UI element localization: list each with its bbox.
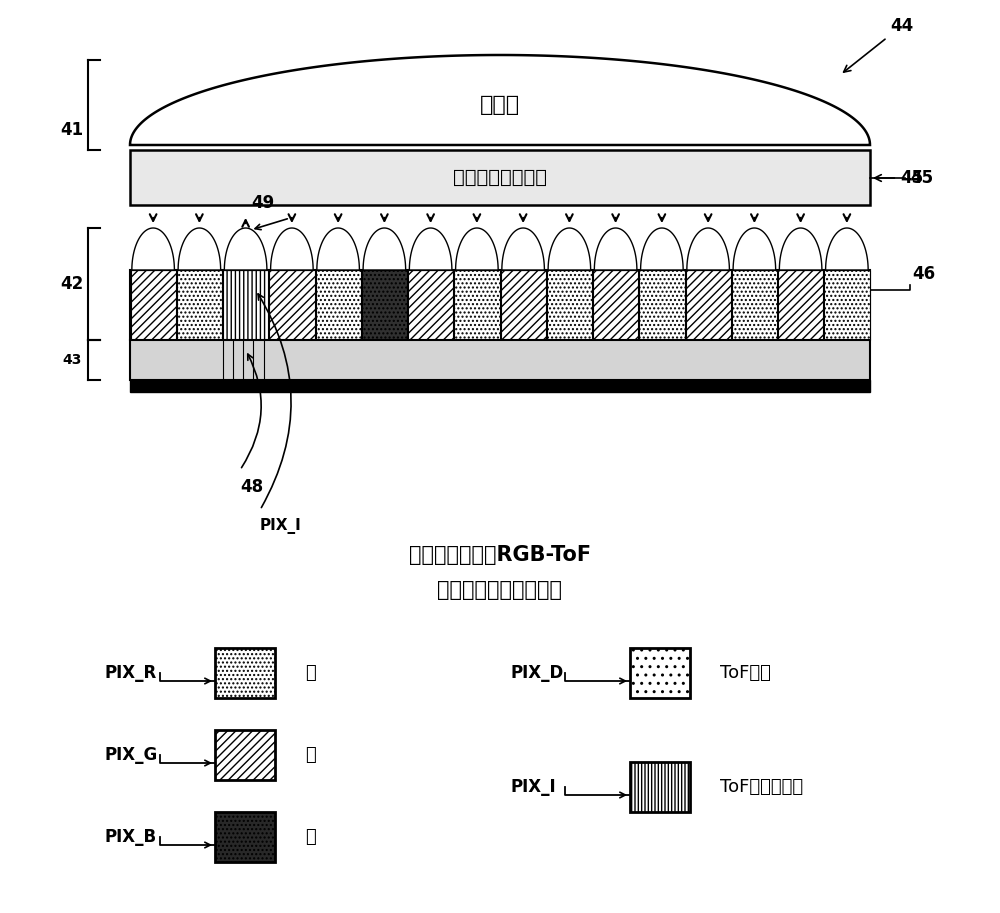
Polygon shape	[317, 228, 359, 270]
Polygon shape	[502, 228, 544, 270]
Text: 48: 48	[240, 478, 263, 496]
Polygon shape	[594, 228, 637, 270]
Text: 45: 45	[875, 169, 923, 187]
Text: 绿: 绿	[305, 746, 316, 764]
Text: 包括有源照明的RGB-ToF: 包括有源照明的RGB-ToF	[409, 545, 591, 565]
Polygon shape	[548, 228, 591, 270]
Bar	[130, 340, 870, 380]
Text: 49: 49	[252, 194, 275, 212]
Bar	[130, 270, 870, 340]
Bar	[215, 730, 275, 780]
Bar	[547, 270, 592, 340]
Text: 44: 44	[844, 17, 913, 72]
Bar	[778, 270, 823, 340]
Text: 传感器阵列（截面图）: 传感器阵列（截面图）	[438, 580, 562, 600]
Text: PIX_I: PIX_I	[260, 518, 302, 534]
Polygon shape	[779, 228, 822, 270]
Bar	[639, 270, 684, 340]
Bar	[130, 270, 176, 340]
Bar	[824, 270, 870, 340]
Polygon shape	[641, 228, 683, 270]
Bar	[215, 812, 275, 862]
Polygon shape	[224, 228, 267, 270]
Bar	[130, 150, 870, 205]
Bar	[269, 270, 314, 340]
Text: 蓝: 蓝	[305, 828, 316, 846]
Polygon shape	[271, 228, 313, 270]
Polygon shape	[178, 228, 221, 270]
Text: 46: 46	[912, 265, 935, 283]
Text: 光学滤镜（可选）: 光学滤镜（可选）	[453, 168, 547, 187]
Text: ToF有源照明器: ToF有源照明器	[720, 778, 803, 796]
Text: 41: 41	[60, 121, 84, 139]
Polygon shape	[363, 228, 406, 270]
Bar	[501, 270, 546, 340]
Bar	[732, 270, 777, 340]
Text: 红: 红	[305, 664, 316, 682]
Polygon shape	[456, 228, 498, 270]
Bar	[593, 270, 638, 340]
Bar	[630, 762, 690, 812]
Bar	[177, 270, 222, 340]
Polygon shape	[687, 228, 729, 270]
Text: 42: 42	[60, 275, 84, 293]
Text: 主透镜: 主透镜	[480, 95, 520, 115]
Text: 45: 45	[910, 169, 933, 187]
Bar	[215, 648, 275, 698]
Bar	[362, 270, 407, 340]
Bar	[408, 270, 453, 340]
Bar	[316, 270, 361, 340]
Polygon shape	[826, 228, 868, 270]
Bar	[454, 270, 500, 340]
Polygon shape	[409, 228, 452, 270]
Bar	[686, 270, 731, 340]
Text: PIX_R: PIX_R	[105, 664, 157, 682]
Text: 43: 43	[62, 353, 82, 367]
Text: PIX_I: PIX_I	[510, 778, 556, 796]
Bar	[223, 270, 268, 340]
Text: PIX_D: PIX_D	[510, 664, 563, 682]
Polygon shape	[733, 228, 776, 270]
Polygon shape	[130, 55, 870, 145]
Text: PIX_G: PIX_G	[105, 746, 158, 764]
Bar	[630, 648, 690, 698]
Polygon shape	[132, 228, 174, 270]
Text: PIX_B: PIX_B	[105, 828, 157, 846]
Text: ToF像素: ToF像素	[720, 664, 771, 682]
Bar	[130, 380, 870, 392]
